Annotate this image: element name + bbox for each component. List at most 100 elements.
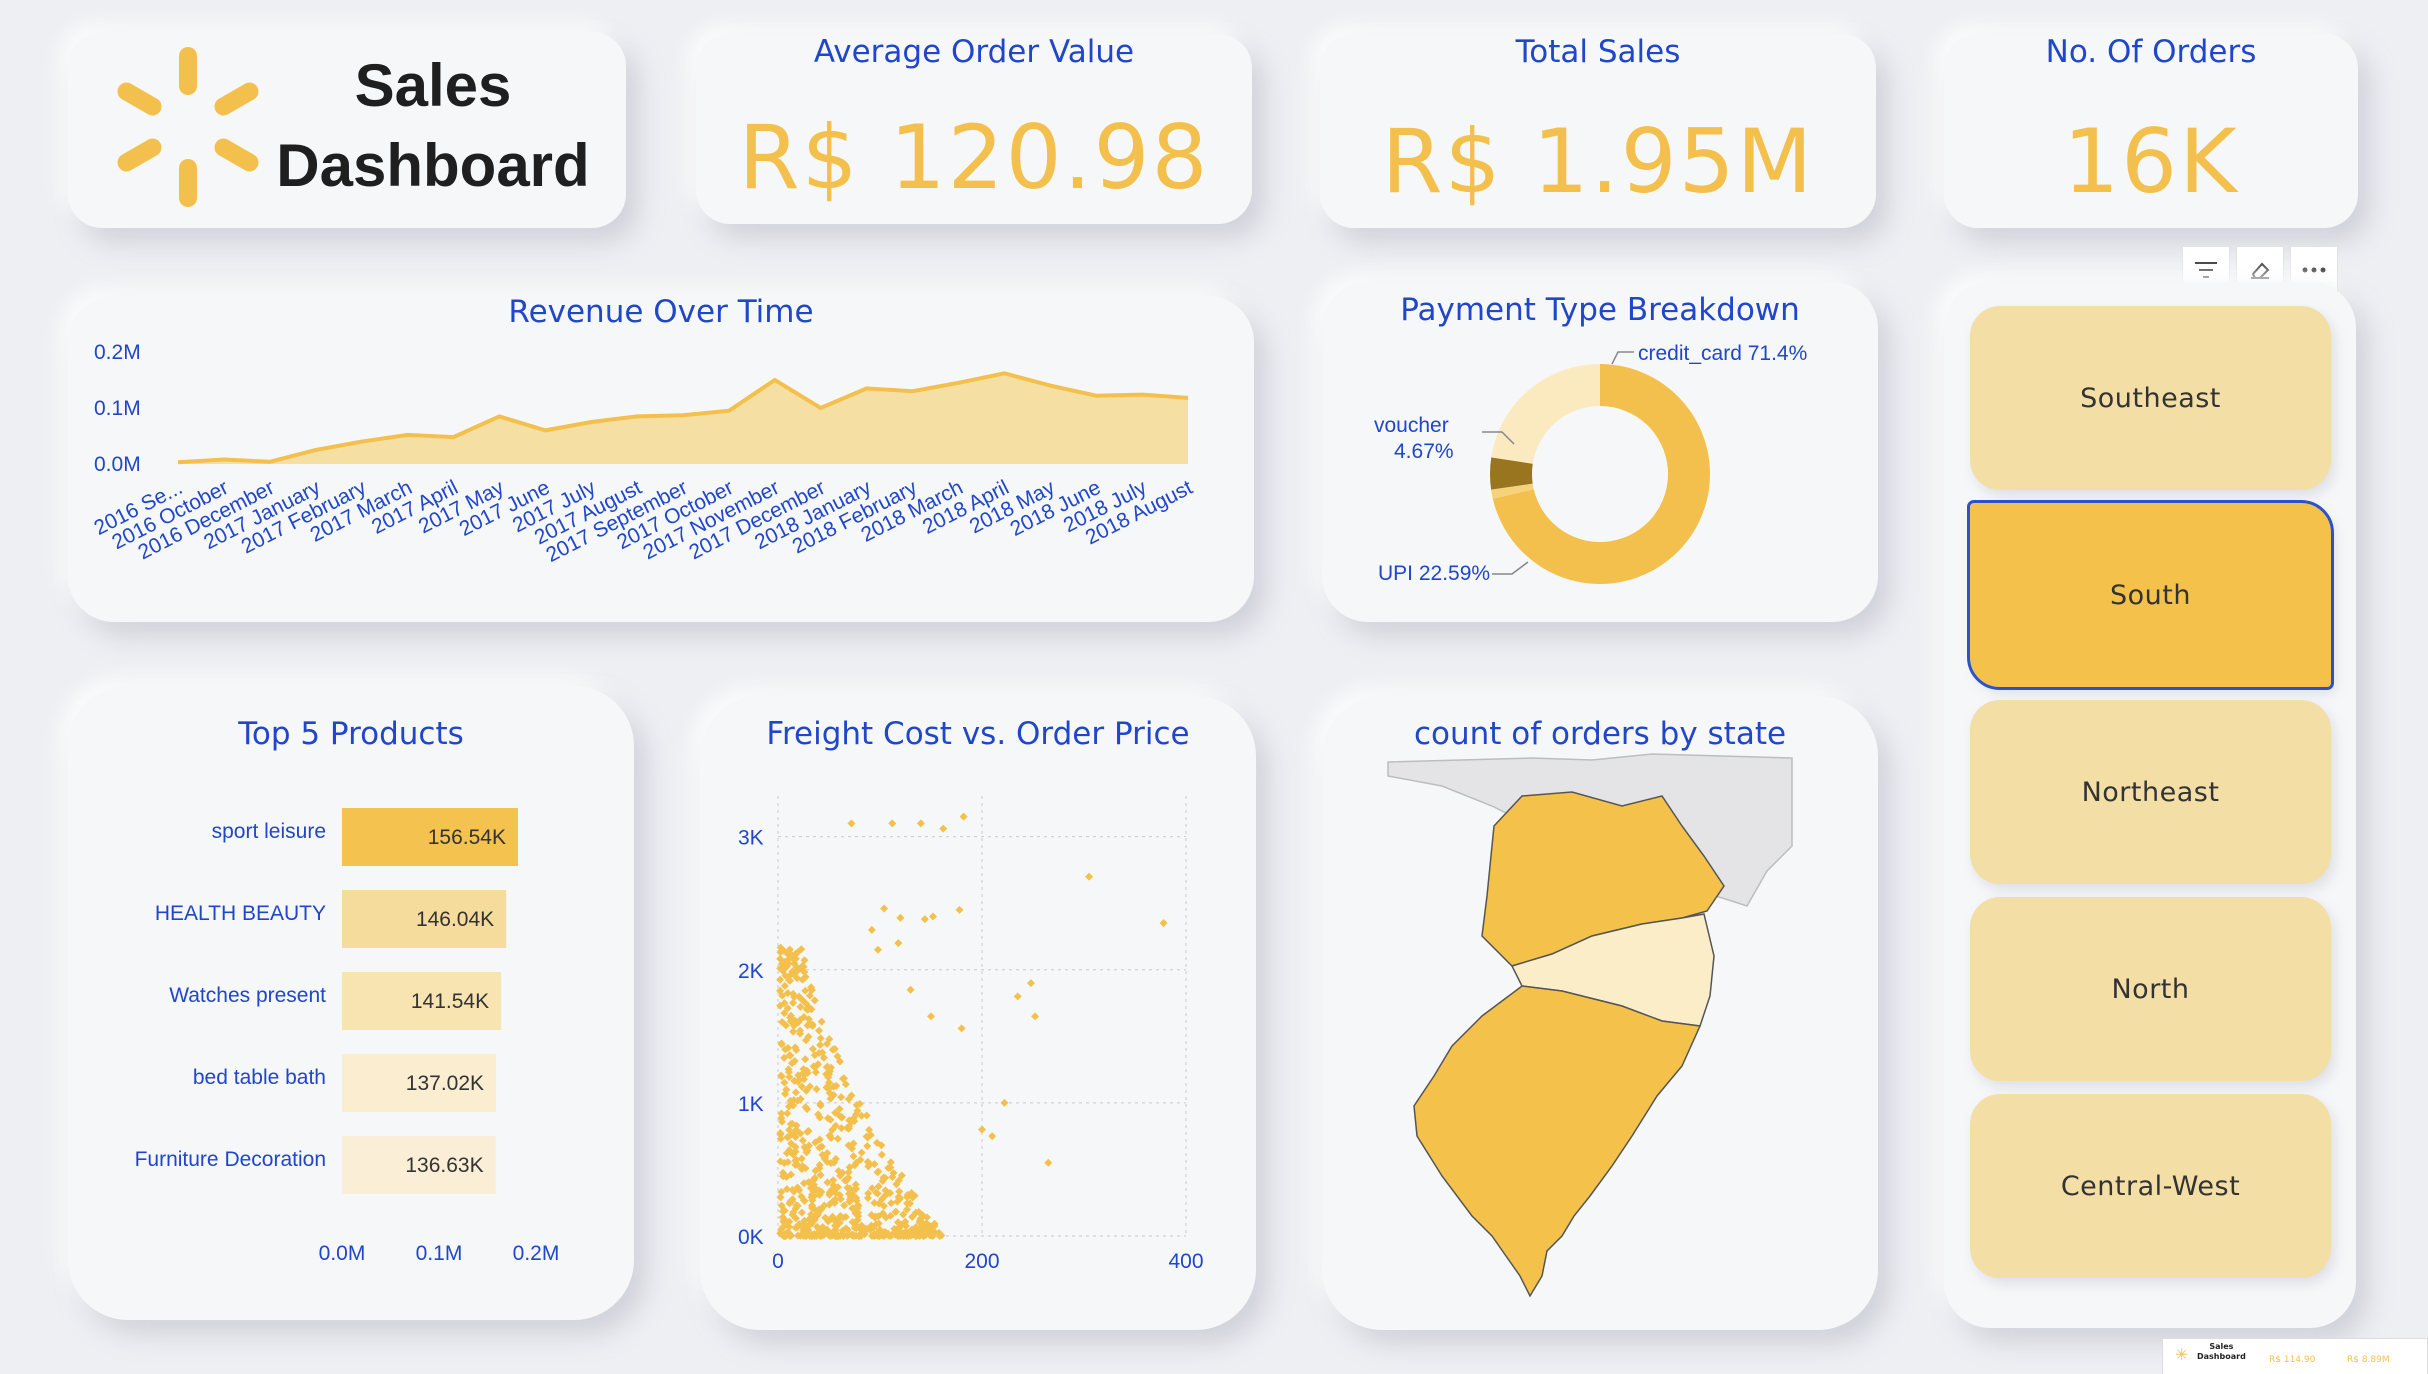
- scatter-point: [803, 1004, 812, 1013]
- slicer-item-central-west[interactable]: Central-West: [1970, 1094, 2331, 1278]
- scatter-point: [786, 1120, 795, 1129]
- scatter-point: [847, 819, 856, 828]
- freight-card[interactable]: Freight Cost vs. Order Price 3K 2K 1K 0K 0 20…: [700, 696, 1256, 1330]
- scatter-point: [816, 1099, 825, 1108]
- scatter-point: [840, 1074, 849, 1083]
- scatter-point: [785, 1102, 794, 1111]
- scatter-point: [831, 1195, 840, 1204]
- product-bar: [342, 1136, 496, 1194]
- scatter-point: [793, 1201, 802, 1210]
- scatter-point: [815, 1048, 824, 1057]
- scatter-point: [787, 1059, 796, 1068]
- scatter-point: [823, 1039, 832, 1048]
- scatter-point: [867, 925, 876, 934]
- slicer-item-southeast[interactable]: Southeast: [1970, 306, 2331, 490]
- scatter-point: [878, 1176, 887, 1185]
- spark-logo-icon: [117, 47, 259, 207]
- scatter-point: [776, 1001, 785, 1010]
- scatter-point: [888, 1173, 897, 1182]
- scatter-point: [848, 1218, 857, 1227]
- scatter-point: [797, 1154, 806, 1163]
- scatter-point: [776, 954, 785, 963]
- scatter-point: [1013, 992, 1022, 1001]
- scatter-point: [916, 819, 925, 828]
- scatter-point: [826, 1215, 835, 1224]
- scatter-point: [790, 1021, 799, 1030]
- scatter-point: [798, 961, 807, 970]
- scatter-point: [957, 1024, 966, 1033]
- top-products-bar-chart[interactable]: sport leisure 156.54K HEALTH BEAUTY 146.04K…: [68, 686, 634, 1320]
- scatter-point: [801, 1036, 810, 1045]
- product-bar: [342, 1054, 497, 1112]
- scatter-point: [813, 1208, 822, 1217]
- scatter-point: [783, 989, 792, 998]
- scatter-point: [777, 1040, 786, 1049]
- map-state-parana[interactable]: [1481, 791, 1725, 967]
- scatter-point: [809, 1175, 818, 1184]
- label-credit-card: credit_card 71.4%: [1638, 342, 1807, 365]
- scatter-point: [797, 1082, 806, 1091]
- scatter-point: [800, 1070, 809, 1079]
- scatter-point: [784, 959, 793, 968]
- scatter-point: [866, 1223, 875, 1232]
- scatter-point: [835, 1213, 844, 1222]
- scatter-point: [906, 985, 915, 994]
- bar-category-label: Watches present: [169, 984, 326, 1007]
- scatter-point: [804, 1032, 813, 1041]
- scatter-point: [777, 1071, 786, 1080]
- state-map[interactable]: [1322, 696, 1878, 1330]
- scatter-point: [777, 1109, 786, 1118]
- scatter-point: [918, 1223, 927, 1232]
- scatter-point: [800, 1229, 809, 1238]
- slicer-item-northeast[interactable]: Northeast: [1970, 700, 2331, 884]
- scatter-point: [868, 1184, 877, 1193]
- scatter-point: [793, 1183, 802, 1192]
- freight-scatter-chart[interactable]: 3K 2K 1K 0K 0 200 400: [700, 696, 1256, 1330]
- payment-donut-chart[interactable]: credit_card 71.4% voucher 4.67% UPI 22.59%: [1322, 282, 1878, 622]
- scatter-point: [795, 992, 804, 1001]
- scatter-point: [825, 1131, 834, 1140]
- bar-value-label: 156.54K: [428, 826, 506, 849]
- scatter-point: [832, 1231, 841, 1240]
- scatter-point: [892, 1180, 901, 1189]
- scatter-point: [816, 1041, 825, 1050]
- donut-slice-credit_card: [1492, 364, 1710, 584]
- payment-card[interactable]: Payment Type Breakdown credit_card 71.4%…: [1322, 282, 1878, 622]
- scatter-point: [852, 1101, 861, 1110]
- product-bar: [342, 890, 507, 948]
- label-voucher: voucher: [1374, 414, 1449, 437]
- scatter-point: [793, 948, 802, 957]
- scatter-point: [783, 1044, 792, 1053]
- donut-slice-upi: [1491, 364, 1600, 464]
- dashboard-title: Sales Dashboard: [268, 46, 598, 206]
- scatter-point: [782, 1149, 791, 1158]
- scatter-point: [824, 1217, 833, 1226]
- bar-value-label: 141.54K: [411, 990, 489, 1013]
- scatter-point: [854, 1208, 863, 1217]
- scatter-point: [793, 1096, 802, 1105]
- scatter-point: [886, 1163, 895, 1172]
- scatter-point: [905, 1199, 914, 1208]
- scatter-point: [829, 1091, 838, 1100]
- scatter-point: [825, 1035, 834, 1044]
- scatter-point: [800, 1196, 809, 1205]
- scatter-point: [810, 1230, 819, 1239]
- page-thumbnail[interactable]: ✳ Sales Dashboard R$ 114.90 R$ 8.89M: [2162, 1338, 2428, 1374]
- scatter-point: [777, 1117, 786, 1126]
- donut-slice-voucher: [1490, 457, 1533, 490]
- revenue-card[interactable]: Revenue Over Time 0.2M 0.1M 0.0M 2016 Se...…: [68, 294, 1254, 622]
- top-products-card[interactable]: Top 5 Products sport leisure 156.54K HEALT…: [68, 686, 634, 1320]
- scatter-point: [818, 1223, 827, 1232]
- scatter-point: [805, 1215, 814, 1224]
- scatter-point: [894, 939, 903, 948]
- scatter-point: [910, 1191, 919, 1200]
- scatter-point: [785, 976, 794, 985]
- map-card[interactable]: count of orders by state: [1322, 696, 1878, 1330]
- map-state-rio-grande-do-sul[interactable]: [1413, 985, 1702, 1298]
- scatter-point: [884, 1229, 893, 1238]
- scatter-point: [788, 1197, 797, 1206]
- slicer-item-north[interactable]: North: [1970, 897, 2331, 1081]
- scatter-point: [778, 991, 787, 1000]
- slicer-item-south[interactable]: South: [1967, 500, 2334, 690]
